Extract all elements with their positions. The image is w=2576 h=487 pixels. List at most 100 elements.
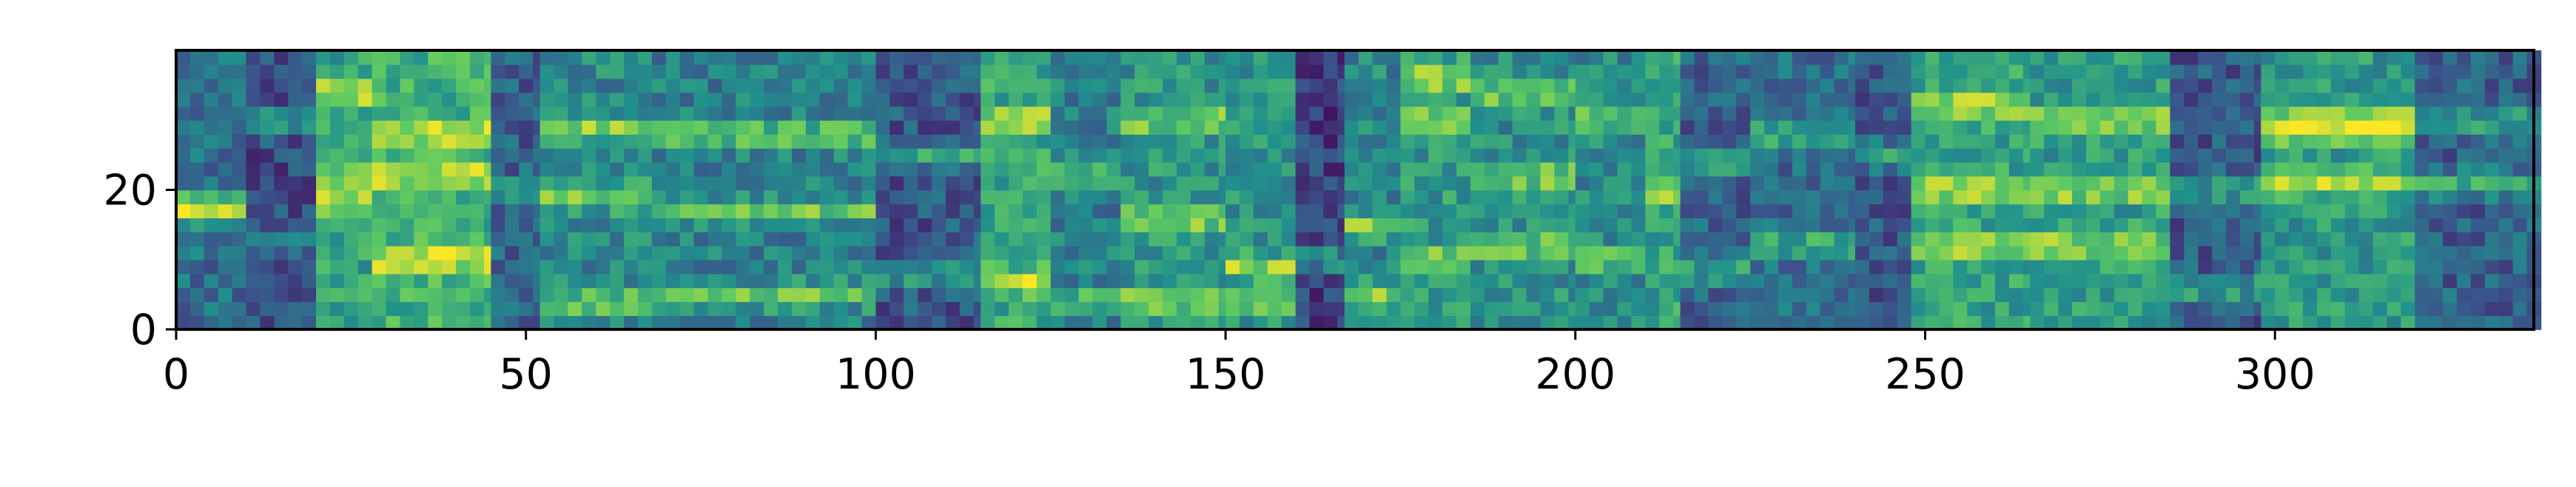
heatmap-cell <box>1204 273 1220 289</box>
heatmap-cell <box>624 64 639 79</box>
heatmap-cell <box>505 147 520 163</box>
heatmap-cell <box>2484 92 2500 107</box>
heatmap-cell <box>1323 106 1339 121</box>
heatmap-cell <box>2498 287 2514 303</box>
heatmap-cell <box>2429 175 2444 191</box>
heatmap-cell <box>805 92 821 107</box>
heatmap-cell <box>1253 218 1268 232</box>
heatmap-cell <box>505 50 520 65</box>
heatmap-cell <box>722 147 737 163</box>
heatmap-cell <box>1981 204 1996 218</box>
heatmap-cell <box>329 204 345 218</box>
heatmap-cell <box>1869 232 1884 246</box>
heatmap-cell <box>637 175 653 191</box>
heatmap-cell <box>1750 147 1765 163</box>
heatmap-cell <box>1163 92 1177 107</box>
heatmap-cell <box>1631 147 1647 163</box>
heatmap-cell <box>2330 301 2346 316</box>
heatmap-cell <box>539 245 555 261</box>
heatmap-cell <box>624 189 639 205</box>
heatmap-cell <box>596 259 611 275</box>
heatmap-cell <box>1554 287 1570 303</box>
heatmap-cell <box>1106 259 1122 275</box>
heatmap-cell <box>1120 273 1135 289</box>
heatmap-cell <box>959 92 975 107</box>
heatmap-cell <box>1806 134 1821 149</box>
heatmap-cell <box>1009 134 1023 149</box>
heatmap-cell <box>2358 175 2374 191</box>
heatmap-cell <box>1225 161 1240 177</box>
heatmap-cell <box>918 301 932 316</box>
heatmap-cell <box>2156 161 2171 177</box>
heatmap-cell <box>2457 204 2472 218</box>
heatmap-cell <box>2128 204 2143 218</box>
heatmap-cell <box>1414 175 1430 191</box>
heatmap-cell <box>246 161 261 177</box>
heatmap-cell <box>890 218 905 232</box>
heatmap-cell <box>861 204 877 218</box>
heatmap-cell <box>1631 287 1647 303</box>
heatmap-cell <box>750 259 764 275</box>
heatmap-cell <box>2142 287 2157 303</box>
heatmap-cell <box>2344 50 2360 65</box>
heatmap-cell <box>1204 301 1220 316</box>
heatmap-cell <box>343 147 359 163</box>
heatmap-cell <box>1722 218 1738 232</box>
heatmap-cell <box>1981 50 1996 65</box>
heatmap-cell <box>539 78 555 93</box>
heatmap-cell <box>764 175 778 191</box>
heatmap-cell <box>400 120 415 135</box>
heatmap-cell <box>637 245 653 261</box>
heatmap-cell <box>2415 301 2429 316</box>
heatmap-cell <box>519 259 534 275</box>
heatmap-cell <box>2303 259 2318 275</box>
heatmap-cell <box>1883 232 1898 246</box>
heatmap-cell <box>890 120 905 135</box>
heatmap-cell <box>1792 232 1807 246</box>
heatmap-cell <box>805 301 821 316</box>
heatmap-cell <box>204 315 219 330</box>
heatmap-cell <box>995 245 1009 261</box>
heatmap-cell <box>2303 161 2318 177</box>
heatmap-cell <box>1526 175 1541 191</box>
heatmap-cell <box>2387 161 2402 177</box>
heatmap-cell <box>1540 175 1556 191</box>
heatmap-cell <box>722 50 737 65</box>
heatmap-cell <box>1372 259 1388 275</box>
heatmap-cell <box>1694 161 1709 177</box>
heatmap-cell <box>246 147 261 163</box>
heatmap-cell <box>1176 134 1191 149</box>
heatmap-cell <box>1750 161 1765 177</box>
heatmap-cell <box>624 232 639 246</box>
heatmap-cell <box>904 259 918 275</box>
heatmap-cell <box>2030 134 2045 149</box>
heatmap-cell <box>1400 287 1416 303</box>
heatmap-cell <box>2198 315 2213 330</box>
heatmap-cell <box>1442 301 1457 316</box>
heatmap-cell <box>995 120 1009 135</box>
heatmap-cell <box>1722 259 1738 275</box>
heatmap-cell <box>1925 106 1940 121</box>
heatmap-cell <box>2030 50 2045 65</box>
heatmap-cell <box>505 204 520 218</box>
heatmap-cell <box>679 120 695 135</box>
heatmap-cell <box>1911 147 1926 163</box>
heatmap-cell <box>2226 92 2241 107</box>
heatmap-cell <box>2030 301 2045 316</box>
heatmap-cell <box>1064 120 1080 135</box>
heatmap-cell <box>1708 287 1724 303</box>
heatmap-cell <box>288 315 303 330</box>
heatmap-cell <box>2457 232 2472 246</box>
heatmap-cell <box>1149 259 1163 275</box>
heatmap-cell <box>1267 92 1282 107</box>
heatmap-cell <box>1064 92 1080 107</box>
heatmap-cell <box>1163 273 1177 289</box>
heatmap-cell <box>819 161 835 177</box>
heatmap-cell <box>2303 134 2318 149</box>
heatmap-cell <box>568 273 583 289</box>
heatmap-cell <box>1498 287 1513 303</box>
heatmap-cell <box>1386 78 1402 93</box>
heatmap-cell <box>1456 287 1471 303</box>
heatmap-cell <box>1064 218 1080 232</box>
heatmap-cell <box>2156 287 2171 303</box>
